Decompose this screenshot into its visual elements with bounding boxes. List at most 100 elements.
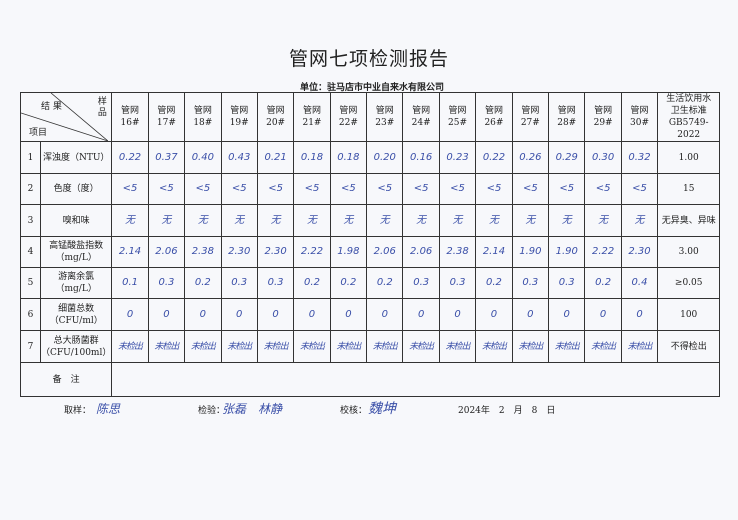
result-cell: 0: [147, 298, 186, 331]
result-cell: 0: [438, 298, 477, 331]
item-name: 细菌总数 （CFU/ml）: [39, 298, 113, 331]
sample-number: 19#: [229, 118, 249, 128]
result-cell: 0.3: [548, 267, 586, 299]
result-cell: 2.30: [220, 236, 258, 268]
result-cell: 0.20: [366, 141, 404, 174]
row-number: 1: [20, 141, 41, 174]
item-label: 高锰酸盐指数: [49, 241, 104, 251]
sample-name: 管网: [339, 106, 358, 116]
result-cell: 0.30: [584, 141, 622, 174]
result-cell: 无: [366, 204, 404, 237]
row-number: 3: [20, 204, 41, 237]
report-date: 2024年 2 月 8 日: [458, 406, 556, 416]
sample-header: 管网 16#: [111, 92, 149, 142]
result-cell: 0.3: [256, 267, 295, 299]
standard-cell: 无异臭、异味: [657, 204, 721, 237]
sample-number: 30#: [630, 118, 649, 128]
table-row: 6 细菌总数 （CFU/ml） 0 0 0 0 0 0 0 0 0 0 0 0 0 0 0 100: [20, 298, 721, 331]
sample-header: 管网 22#: [329, 92, 368, 142]
result-cell: 2.30: [256, 236, 295, 268]
result-cell: 未检出: [147, 330, 186, 363]
remarks-row: 备 注: [19, 362, 721, 397]
sample-name: 管网: [594, 106, 613, 116]
item-name: 色度（度）: [39, 173, 113, 205]
result-cell: 2.06: [402, 236, 440, 268]
sample-header: 管网 20#: [256, 92, 295, 142]
results-table: 结 果 样品 项目 管网 16# 管网 17# 管网 18# 管网 19# 管网 20# 管网 21#…: [19, 92, 721, 397]
result-cell: 1.98: [329, 236, 368, 268]
sample-number: 25#: [448, 118, 468, 128]
sample-name: 管网: [521, 106, 540, 116]
result-cell: 无: [184, 204, 222, 237]
report-title: 管网七项检测报告: [288, 48, 449, 70]
table-row: 3 嗅和味无无无无无无无无无无无无无无无无异臭、异味: [20, 204, 721, 237]
result-cell: 0: [511, 298, 550, 331]
sample-number: 24#: [411, 118, 431, 128]
header-item: 项目: [29, 128, 48, 138]
item-name: 嗅和味: [39, 204, 113, 237]
header-result: 结 果: [41, 102, 62, 112]
result-cell: 2.22: [584, 236, 622, 268]
result-cell: 0.29: [548, 141, 586, 174]
result-cell: 2.06: [147, 236, 186, 268]
result-cell: 0.3: [402, 267, 440, 299]
row-number: 6: [20, 298, 41, 331]
result-cell: 0.16: [402, 141, 440, 174]
sample-header: 管网 29#: [584, 92, 622, 142]
table-row: 7 总大肠菌群 （CFU/100ml） 未检出 未检出 未检出 未检出 未检出 未检出 未检出 未检…: [20, 330, 721, 363]
result-cell: <5: [366, 173, 404, 205]
result-cell: 0.2: [329, 267, 368, 299]
sample-header: 管网 21#: [293, 92, 331, 142]
sample-number: 17#: [156, 118, 176, 128]
item-unit: （CFU/ml）: [49, 315, 103, 326]
result-cell: 0.3: [147, 267, 186, 299]
result-cell: 0.2: [584, 267, 622, 299]
result-cell: 未检出: [184, 330, 222, 363]
result-cell: 无: [147, 204, 186, 237]
result-cell: 未检出: [293, 330, 331, 363]
sample-name: 管网: [302, 106, 321, 116]
result-cell: 0.40: [184, 141, 222, 174]
standard-cell: ≥0.05: [657, 267, 721, 299]
result-cell: 0.18: [329, 141, 368, 174]
inspector-signature: 张磊 林静: [222, 402, 283, 416]
result-cell: 0.18: [293, 141, 331, 174]
result-cell: 2.14: [475, 236, 513, 268]
result-cell: 无: [511, 204, 550, 237]
result-cell: <5: [220, 173, 258, 205]
result-cell: 0.22: [111, 141, 149, 174]
table-row: 4 高锰酸盐指数 （mg/L） 2.14 2.06 2.38 2.30 2.30 2.22 1.9…: [20, 236, 721, 268]
reviewer-signature: 魏坤: [368, 401, 396, 417]
result-cell: 未检出: [584, 330, 622, 363]
result-cell: 无: [293, 204, 331, 237]
result-cell: 0.2: [366, 267, 404, 299]
result-cell: 0: [329, 298, 368, 331]
sample-name: 管网: [157, 106, 176, 116]
result-cell: 未检出: [111, 330, 149, 363]
sample-name: 管网: [121, 106, 140, 116]
sample-number: 16#: [120, 118, 140, 128]
sample-name: 管网: [375, 106, 394, 116]
header-corner: 结 果 样品 项目: [19, 92, 113, 142]
result-cell: 0.3: [438, 267, 477, 299]
item-unit: （CFU/100ml）: [41, 347, 112, 358]
result-cell: 2.22: [293, 236, 331, 268]
item-label: 色度（度）: [53, 184, 99, 194]
table-row: 2 色度（度） <5 <5 <5 <5 <5 <5 <5 <5 <5 <5 <5 <5 <5 <5 <5 15: [20, 173, 721, 205]
sample-number: 20#: [266, 118, 286, 128]
result-cell: 0.23: [438, 141, 477, 174]
result-cell: <5: [147, 173, 186, 205]
result-cell: 未检出: [511, 330, 550, 363]
result-cell: <5: [620, 173, 659, 205]
result-cell: 无: [584, 204, 622, 237]
inspection-label: 检验：: [198, 406, 226, 416]
result-cell: 0: [366, 298, 404, 331]
result-cell: 未检出: [366, 330, 404, 363]
result-cell: 2.14: [111, 236, 149, 268]
item-name: 高锰酸盐指数 （mg/L）: [39, 236, 113, 268]
sample-name: 管网: [230, 106, 249, 116]
sample-name: 管网: [630, 106, 649, 116]
result-cell: 0: [620, 298, 659, 331]
result-cell: 0: [475, 298, 513, 331]
result-cell: <5: [548, 173, 586, 205]
